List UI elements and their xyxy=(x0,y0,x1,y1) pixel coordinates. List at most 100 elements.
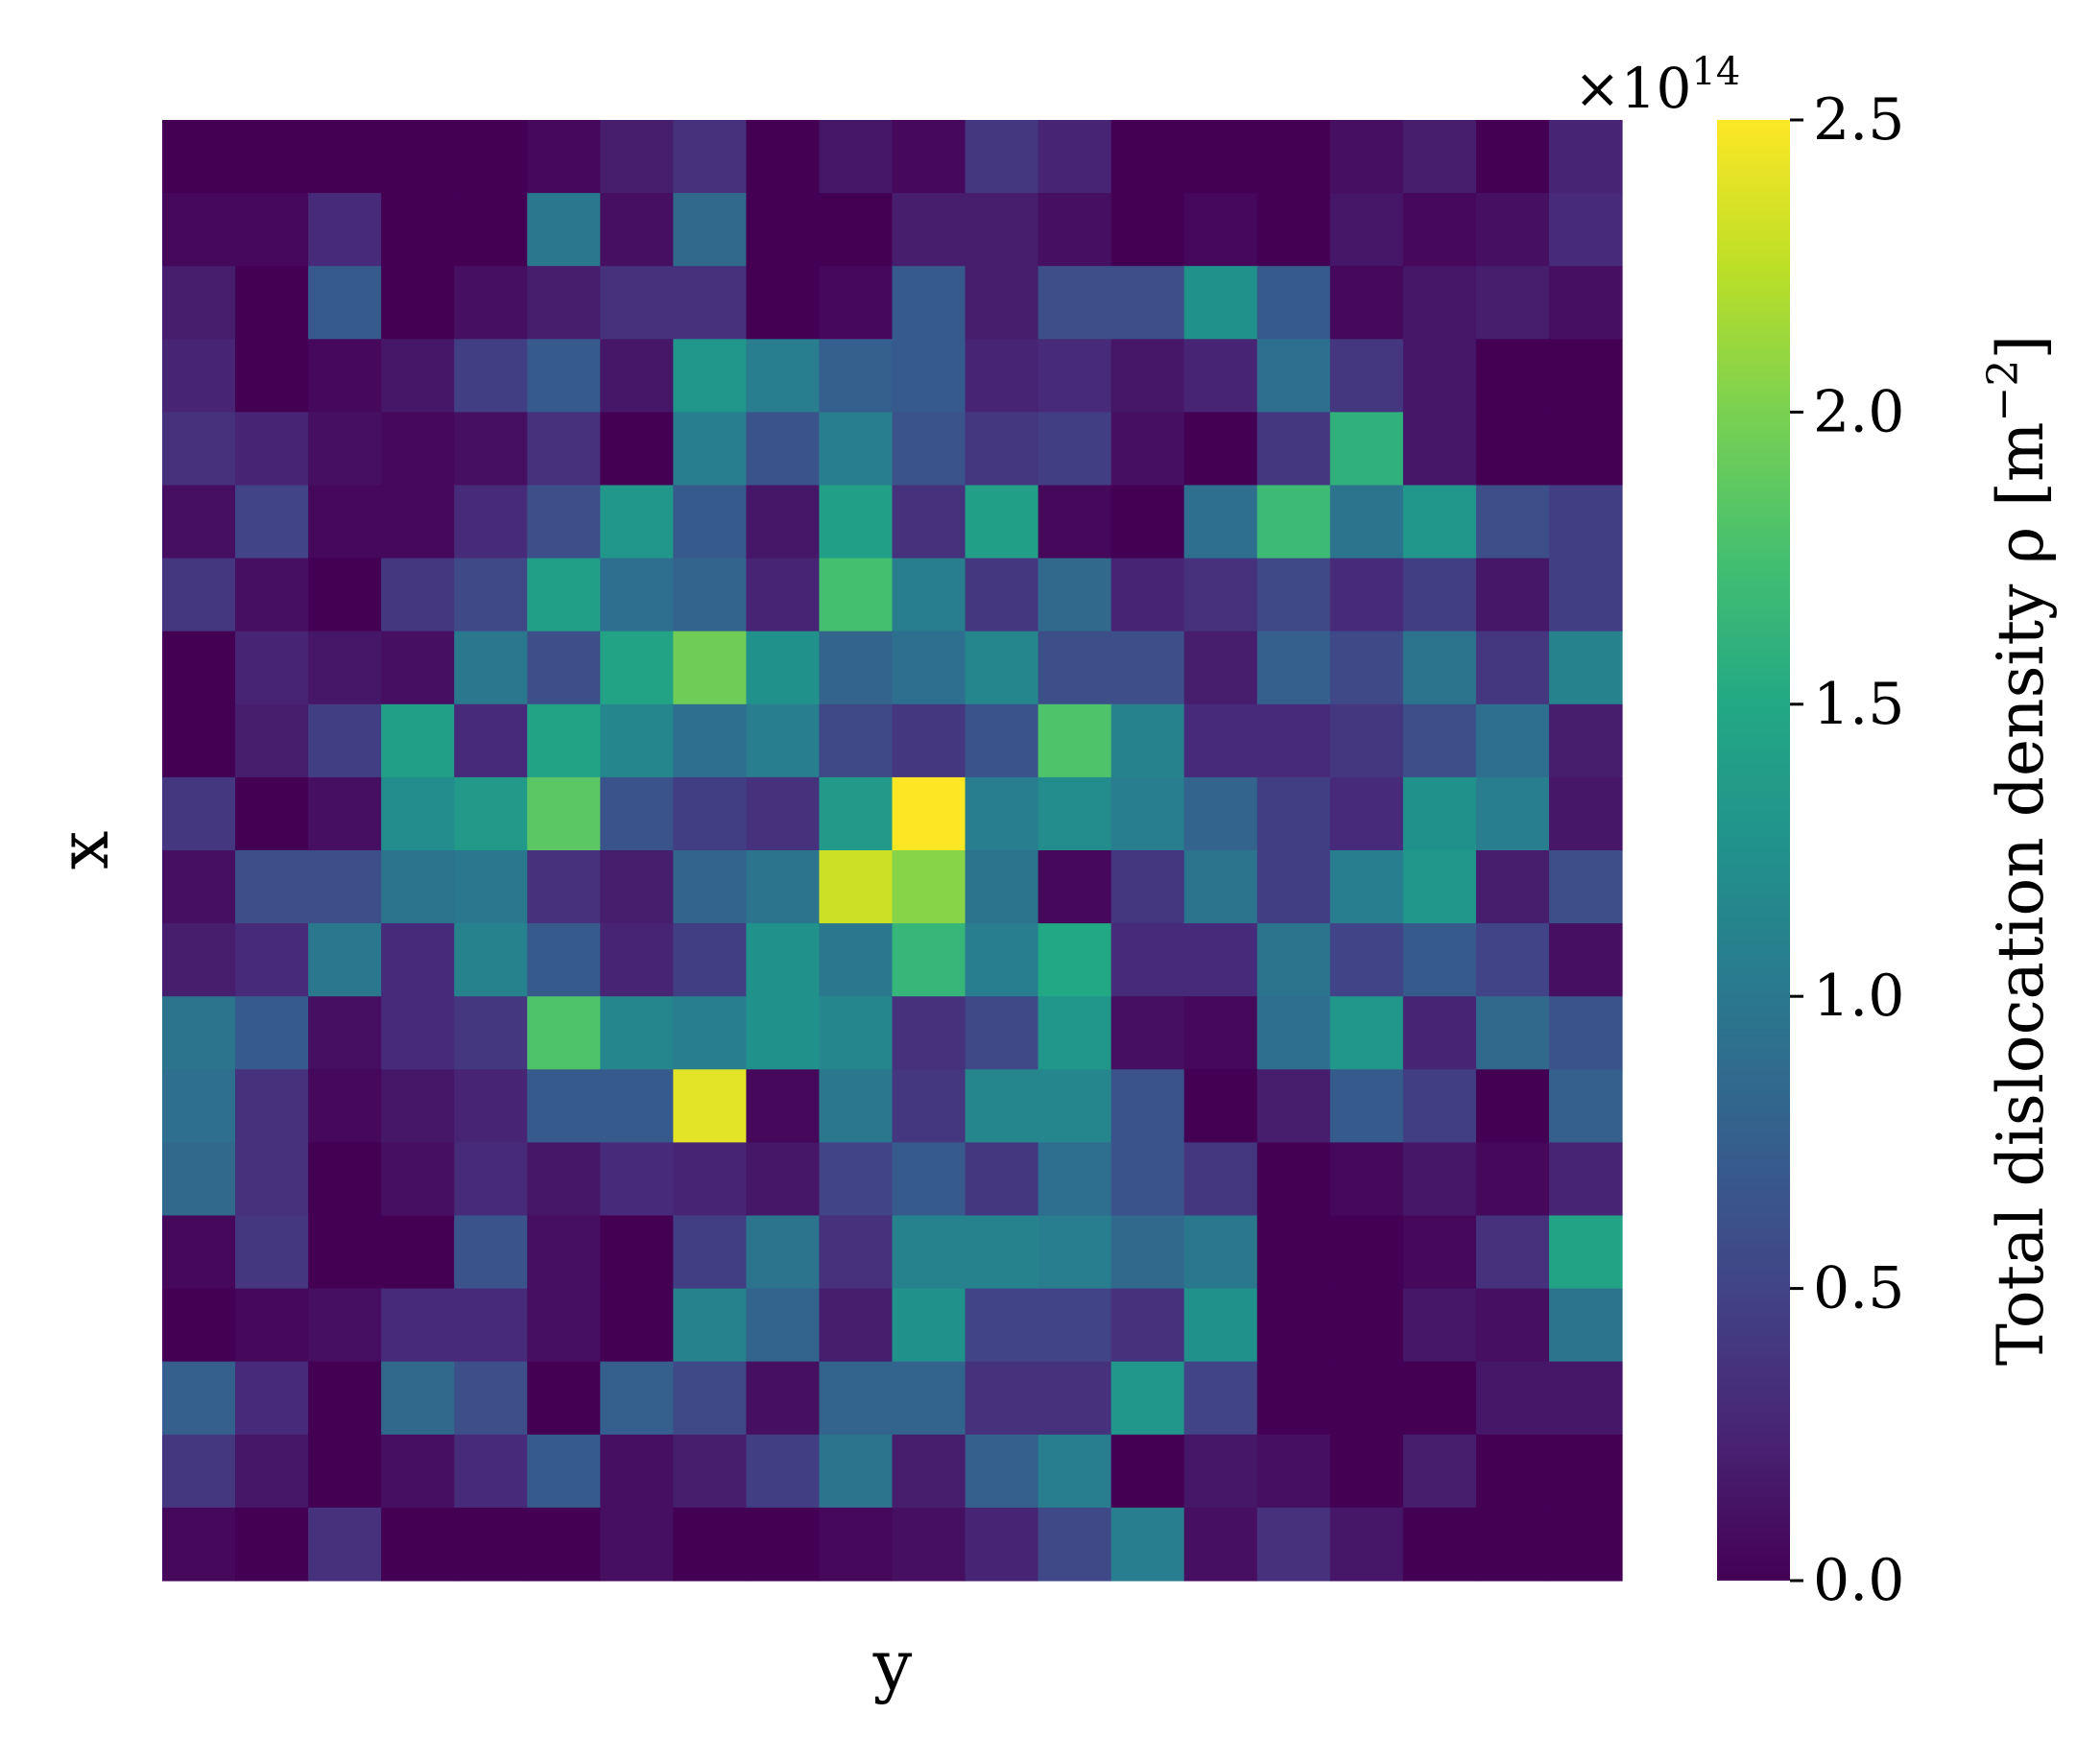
heatmap-cell xyxy=(600,1142,674,1217)
heatmap-cell xyxy=(1038,193,1112,267)
heatmap-cell xyxy=(235,339,309,413)
heatmap-cell xyxy=(965,703,1039,778)
heatmap-cell xyxy=(746,776,821,851)
heatmap-cell xyxy=(308,266,382,340)
heatmap-cell xyxy=(965,996,1039,1070)
heatmap-cell xyxy=(1475,1288,1550,1363)
heatmap-cell xyxy=(235,1361,309,1436)
heatmap-cell xyxy=(892,703,966,778)
heatmap-cell xyxy=(892,996,966,1070)
heatmap-cell xyxy=(454,923,528,997)
heatmap-cell xyxy=(1329,266,1404,340)
y-axis-label: x xyxy=(43,831,124,870)
heatmap-cell xyxy=(892,1215,966,1290)
heatmap-cell xyxy=(1183,1507,1258,1582)
heatmap-cell xyxy=(1038,1142,1112,1217)
heatmap-cell xyxy=(1402,1361,1477,1436)
heatmap-cell xyxy=(600,339,674,413)
heatmap-cell xyxy=(819,1507,894,1582)
heatmap-cell xyxy=(527,558,601,632)
heatmap-cell xyxy=(527,850,601,924)
heatmap-cell xyxy=(235,1288,309,1363)
heatmap-cell xyxy=(819,266,894,340)
heatmap-cell xyxy=(965,776,1039,851)
heatmap-cell xyxy=(308,1069,382,1143)
heatmap-cell xyxy=(381,266,455,340)
heatmap-cell xyxy=(600,776,674,851)
heatmap-cell xyxy=(819,193,894,267)
heatmap-cell xyxy=(1548,1142,1623,1217)
heatmap-cell xyxy=(1402,412,1477,487)
heatmap-cell xyxy=(673,193,747,267)
heatmap-cell xyxy=(1548,1361,1623,1436)
heatmap-cell xyxy=(1256,1434,1331,1509)
heatmap-cell xyxy=(1038,923,1112,997)
heatmap-cell xyxy=(235,485,309,559)
heatmap-cell xyxy=(1038,850,1112,924)
heatmap-cell xyxy=(892,1288,966,1363)
heatmap-cell xyxy=(1548,776,1623,851)
colorbar-tick-label: 0.0 xyxy=(1813,1547,1904,1614)
heatmap-cell xyxy=(308,1434,382,1509)
heatmap-cell xyxy=(162,266,236,340)
heatmap-cell xyxy=(673,120,747,194)
heatmap-cell xyxy=(1475,1142,1550,1217)
heatmap-cell xyxy=(235,996,309,1070)
heatmap-cell xyxy=(819,485,894,559)
heatmap-cell xyxy=(1329,1142,1404,1217)
heatmap-cell xyxy=(1110,193,1185,267)
heatmap-cell xyxy=(892,193,966,267)
heatmap-cell xyxy=(965,485,1039,559)
heatmap-cell xyxy=(965,266,1039,340)
colorbar-label: Total dislocation density ρ [m−2] xyxy=(1979,335,2058,1366)
heatmap-cell xyxy=(1183,1288,1258,1363)
heatmap-cell xyxy=(673,923,747,997)
heatmap-cell xyxy=(1183,339,1258,413)
heatmap-cell xyxy=(1548,120,1623,194)
heatmap-cell xyxy=(1475,1215,1550,1290)
heatmap-cell xyxy=(1256,850,1331,924)
heatmap-cell xyxy=(965,1215,1039,1290)
heatmap-cell xyxy=(1402,1434,1477,1509)
heatmap-cell xyxy=(1038,631,1112,705)
heatmap-cell xyxy=(1329,339,1404,413)
heatmap-cell xyxy=(1256,1507,1331,1582)
heatmap-cell xyxy=(1402,850,1477,924)
heatmap-cell xyxy=(600,1069,674,1143)
heatmap-cell xyxy=(1475,412,1550,487)
heatmap-cell xyxy=(308,850,382,924)
heatmap-cell xyxy=(1256,631,1331,705)
heatmap-cell xyxy=(381,923,455,997)
heatmap-cell xyxy=(819,923,894,997)
heatmap-cell xyxy=(527,266,601,340)
heatmap-cell xyxy=(527,193,601,267)
heatmap-cell xyxy=(673,485,747,559)
heatmap-cell xyxy=(1402,923,1477,997)
heatmap-cell xyxy=(1475,558,1550,632)
heatmap-cell xyxy=(892,266,966,340)
heatmap-cell xyxy=(1548,1434,1623,1509)
heatmap-cell xyxy=(819,339,894,413)
heatmap-cell xyxy=(746,412,821,487)
heatmap-cell xyxy=(235,120,309,194)
heatmap-cell xyxy=(308,1288,382,1363)
heatmap-cell xyxy=(1110,120,1185,194)
heatmap-cell xyxy=(1329,1069,1404,1143)
heatmap-cell xyxy=(1110,1215,1185,1290)
heatmap-cell xyxy=(1475,923,1550,997)
heatmap-cell xyxy=(1038,1215,1112,1290)
heatmap-cell xyxy=(454,193,528,267)
heatmap-cell xyxy=(1402,1069,1477,1143)
heatmap-cell xyxy=(746,996,821,1070)
heatmap-cell xyxy=(1038,412,1112,487)
heatmap-cell xyxy=(1402,631,1477,705)
heatmap-cell xyxy=(454,1434,528,1509)
colorbar-tick-label: 1.5 xyxy=(1813,671,1904,738)
heatmap-cell xyxy=(381,1434,455,1509)
heatmap-cell xyxy=(235,412,309,487)
heatmap-cell xyxy=(1475,120,1550,194)
heatmap-cell xyxy=(1329,850,1404,924)
heatmap-cell xyxy=(527,339,601,413)
heatmap-cell xyxy=(308,776,382,851)
heatmap-cell xyxy=(965,923,1039,997)
